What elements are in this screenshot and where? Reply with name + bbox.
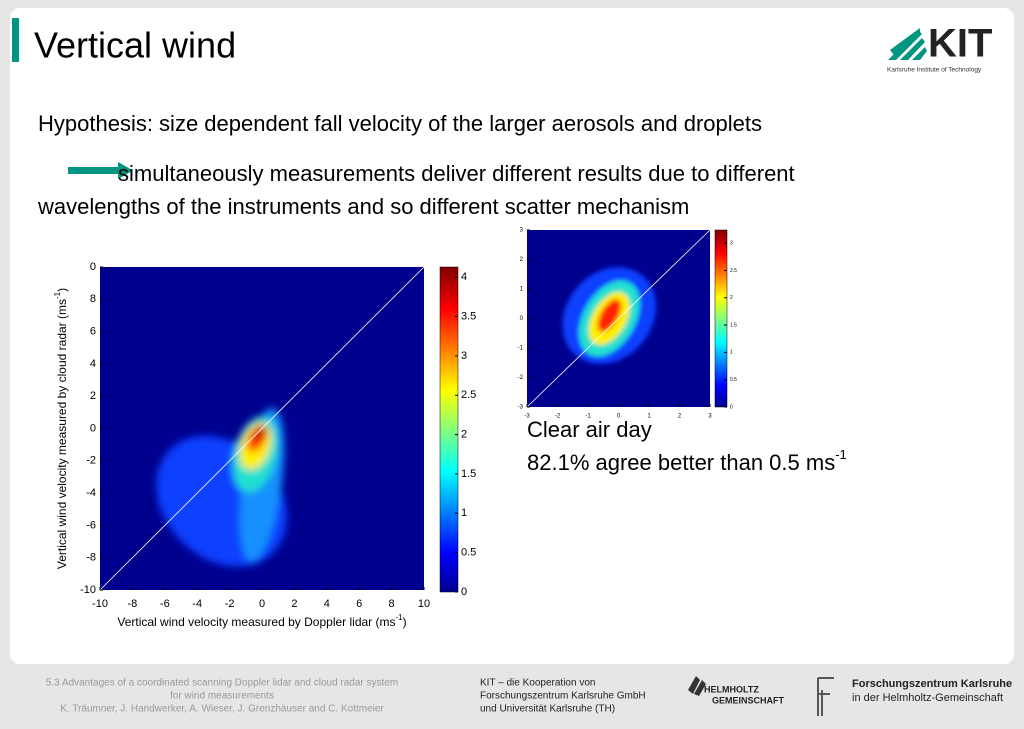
colorbar-tick-label: 2	[730, 295, 733, 301]
label-text: )	[403, 615, 407, 629]
arrow	[68, 162, 133, 179]
density	[562, 267, 657, 364]
x-tick-label: 4	[324, 598, 330, 610]
x-tick-label: 6	[356, 598, 362, 610]
y-tick-label: -8	[86, 552, 96, 564]
density-blob	[255, 426, 266, 440]
colorbar-tick-label: 2	[461, 429, 467, 441]
title: Vertical wind	[34, 25, 236, 66]
label-sup: -1	[53, 291, 62, 299]
colorbar-tick-label: 1.5	[730, 322, 737, 328]
x-tick-label: -8	[128, 598, 138, 610]
y-tick-label: 6	[90, 326, 96, 338]
x-tick-label: 1	[647, 414, 651, 420]
x-axis-label: Vertical wind velocity measured by Doppl…	[117, 613, 406, 629]
colorbar-tick-label: 0	[730, 404, 733, 410]
title-bar	[12, 18, 19, 62]
logo-text: KIT	[928, 22, 992, 66]
x-tick-label: 8	[389, 598, 395, 610]
fzk-logo: in der Helmholtz-Gemeinschaft	[852, 692, 1003, 704]
y-tick-label: -2	[86, 455, 96, 467]
colorbar-tick-label: 1	[461, 507, 467, 519]
x-tick-label: 10	[418, 598, 430, 610]
hypothesis: Hypothesis: size dependent fall velocity…	[38, 111, 762, 136]
x-tick-label: -4	[192, 598, 202, 610]
label-text: Vertical wind velocity measured by Doppl…	[117, 615, 395, 629]
logo-subtitle: Karlsruhe Institute of Technology	[887, 67, 982, 74]
kit-logo: KIT Karlsruhe Institute of Technology	[887, 22, 992, 74]
helmholtz-logo: HELMHOLTZ	[704, 684, 759, 694]
colorbar-tick-label: 3.5	[461, 310, 476, 322]
y-tick-label: -6	[86, 519, 96, 531]
y-tick-label: -2	[518, 375, 524, 381]
annotation-text: 82.1% agree better than 0.5 ms	[527, 450, 835, 475]
y-tick-label: 1	[520, 287, 524, 293]
label-text: Vertical wind velocity measured by cloud…	[55, 299, 69, 569]
x-tick-label: -1	[585, 414, 591, 420]
colorbar	[714, 229, 728, 408]
y-tick-label: 2	[520, 257, 524, 263]
x-tick-label: -10	[92, 598, 108, 610]
x-tick-label: -2	[555, 414, 561, 420]
colorbar-tick-label: 3	[730, 240, 733, 246]
heatmap: -3 -2 -1 0 1 2 3 -3 -2 -1 0 1 2 3 0 0.5 1 1.5 2 2.5 3	[518, 228, 738, 420]
y-tick-label: -4	[86, 487, 96, 499]
footer-left: 5.3 Advantages of a coordinated scanning…	[46, 678, 398, 689]
colorbar-tick-label: 0	[461, 586, 467, 598]
y-tick-label: 2	[90, 390, 96, 402]
heatmap: -10 -8 -6 -4 -2 0 2 4 6 8 10 -10 -8 -6 -4 -2 0 2 4 6 8 0 0 0.5 1…	[53, 261, 476, 629]
colorbar-tick-label: 0.5	[730, 377, 737, 383]
density-blob	[597, 299, 622, 332]
label-sup: -1	[395, 613, 403, 622]
y-tick-label: 8	[90, 293, 96, 305]
annotation: 82.1% agree better than 0.5 ms-1	[527, 447, 847, 474]
label-text: )	[55, 288, 69, 292]
colorbar-tick-label: 2.5	[730, 268, 737, 274]
x-tick-label: -3	[524, 414, 530, 420]
x-tick-label: 2	[291, 598, 297, 610]
footer: 5.3 Advantages of a coordinated scanning…	[46, 676, 1012, 716]
y-tick-label: -1	[518, 346, 524, 352]
identity-line	[526, 229, 711, 408]
y-tick-label: 0	[90, 422, 96, 434]
x-tick-label: 2	[678, 414, 682, 420]
footer-left: for wind measurements	[170, 691, 274, 702]
x-tick-label: 3	[708, 414, 712, 420]
footer-middle: und Universität Karlsruhe (TH)	[480, 704, 615, 715]
identity-line	[99, 266, 425, 591]
y-tick-label: -3	[518, 405, 524, 411]
x-tick-label: 0	[617, 414, 621, 420]
footer-middle: Forschungszentrum Karlsruhe GmbH	[480, 691, 646, 702]
helmholtz-logo: GEMEINSCHAFT	[712, 695, 785, 705]
consequence-line: wavelengths of the instruments and so di…	[37, 194, 689, 219]
colorbar	[439, 266, 459, 593]
y-tick-label: -10	[80, 584, 96, 596]
density	[156, 407, 287, 567]
y-tick-label: 4	[90, 358, 96, 370]
y-tick-label: 3	[520, 228, 524, 234]
y-tick-label: 0	[90, 261, 96, 273]
colorbar-tick-label: 0.5	[461, 547, 476, 559]
x-tick-label: -6	[160, 598, 170, 610]
colorbar-tick-label: 2.5	[461, 389, 476, 401]
fzk-logo: Forschungszentrum Karlsruhe	[852, 678, 1012, 690]
x-tick-label: -2	[225, 598, 235, 610]
footer-left: K. Träumner, J. Handwerker, A. Wieser, J…	[60, 704, 384, 715]
x-tick-label: 0	[259, 598, 265, 610]
colorbar-tick-label: 1.5	[461, 468, 476, 480]
y-tick-label: 0	[520, 316, 524, 322]
footer-middle: KIT – die Kooperation von	[480, 678, 595, 689]
colorbar-tick-label: 4	[461, 271, 467, 283]
colorbar-tick-label: 3	[461, 350, 467, 362]
annotation: Clear air day	[527, 417, 652, 442]
colorbar-tick-label: 1	[730, 350, 733, 356]
annotation-sup: -1	[835, 447, 847, 462]
consequence-line: simultaneously measurements deliver diff…	[118, 161, 795, 186]
y-axis-label: Vertical wind velocity measured by cloud…	[53, 288, 69, 569]
